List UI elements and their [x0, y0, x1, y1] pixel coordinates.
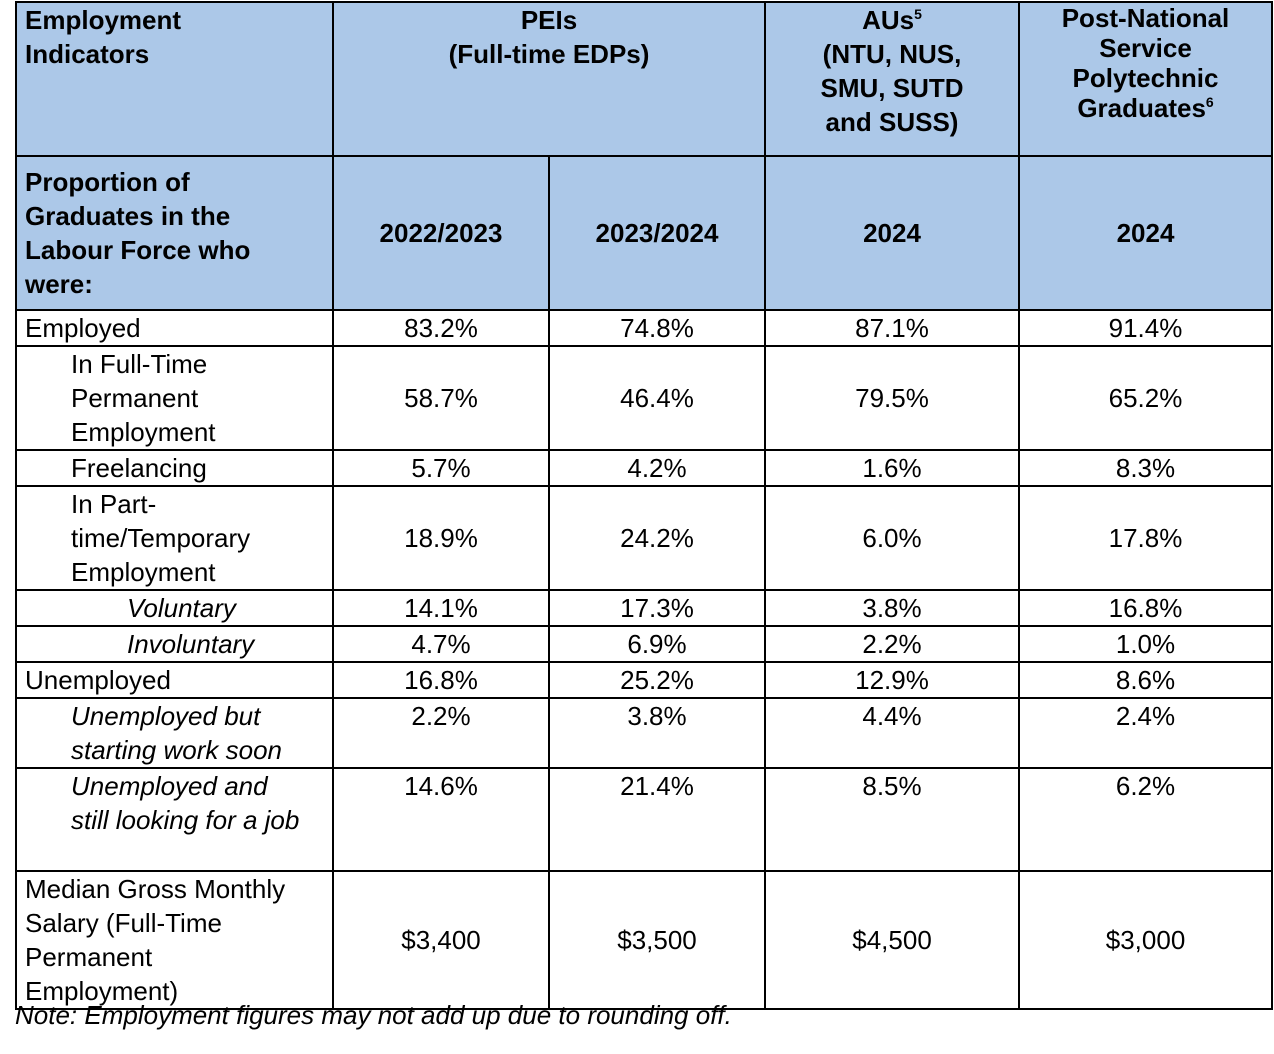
cell-value: 6.2%: [1018, 767, 1274, 872]
row-label: Involuntary: [15, 625, 334, 663]
header-row: Employment Indicators PEIs (Full-time ED…: [15, 1, 1274, 157]
cell-value: 46.4%: [547, 345, 767, 451]
row-label: Unemployed and still looking for a job: [15, 767, 334, 872]
header-aus-line1: AUs: [862, 5, 915, 35]
cell-value: $3,400: [332, 870, 550, 1010]
header-year-2: 2023/2024: [547, 155, 767, 311]
cell-value: 79.5%: [764, 345, 1021, 451]
cell-value: 1.6%: [764, 449, 1021, 487]
cell-value: 2.2%: [332, 697, 550, 769]
table-row: In Full-Time Permanent Employment 58.7% …: [15, 345, 1274, 451]
cell-value: 16.8%: [1018, 589, 1274, 627]
header-pns-line3: Polytechnic: [1072, 63, 1219, 93]
row-label-text: Median Gross Monthly Salary (Full-Time P…: [25, 874, 286, 1006]
cell-value: 91.4%: [1018, 309, 1274, 347]
table-row: Employed 83.2% 74.8% 87.1% 91.4%: [15, 309, 1274, 347]
header-aus: AUs5 (NTU, NUS, SMU, SUTD and SUSS): [764, 1, 1021, 157]
cell-value: 14.6%: [332, 767, 550, 872]
row-label: Voluntary: [15, 589, 334, 627]
cell-value: 6.9%: [547, 625, 767, 663]
table-row: Voluntary 14.1% 17.3% 3.8% 16.8%: [15, 589, 1274, 627]
employment-table: Employment Indicators PEIs (Full-time ED…: [15, 1, 1274, 1010]
table-row: Freelancing 5.7% 4.2% 1.6% 8.3%: [15, 449, 1274, 487]
table-row: Unemployed and still looking for a job 1…: [15, 767, 1274, 872]
header-indicators-text: Employment Indicators: [25, 5, 182, 69]
cell-value: 2.2%: [764, 625, 1021, 663]
cell-value: 21.4%: [547, 767, 767, 872]
cell-value: 8.3%: [1018, 449, 1274, 487]
header-year-4: 2024: [1018, 155, 1274, 311]
row-label: In Part-time/Temporary Employment: [15, 485, 334, 591]
header-indicators: Employment Indicators: [15, 1, 334, 157]
row-label: Unemployed: [15, 661, 334, 699]
cell-value: 5.7%: [332, 449, 550, 487]
header-pns-footnote: 6: [1205, 94, 1214, 110]
header-peis-line2: (Full-time EDPs): [448, 39, 650, 69]
cell-value: 14.1%: [332, 589, 550, 627]
cell-value: 83.2%: [332, 309, 550, 347]
row-label-text: Unemployed and still looking for a job: [71, 771, 300, 835]
cell-value: $3,000: [1018, 870, 1274, 1010]
table-row: Unemployed 16.8% 25.2% 12.9% 8.6%: [15, 661, 1274, 699]
cell-value: 1.0%: [1018, 625, 1274, 663]
cell-value: 24.2%: [547, 485, 767, 591]
header-pns-line4: Graduates: [1077, 93, 1206, 123]
cell-value: 4.7%: [332, 625, 550, 663]
header-peis: PEIs (Full-time EDPs): [331, 1, 767, 157]
cell-value: 18.9%: [332, 485, 550, 591]
header-peis-line1: PEIs: [520, 5, 578, 35]
cell-value: 3.8%: [547, 697, 767, 769]
table-row: In Part-time/Temporary Employment 18.9% …: [15, 485, 1274, 591]
cell-value: 65.2%: [1018, 345, 1274, 451]
table-row: Unemployed but starting work soon 2.2% 3…: [15, 697, 1274, 769]
row-label: In Full-Time Permanent Employment: [15, 345, 334, 451]
header-aus-footnote: 5: [914, 6, 922, 22]
cell-value: 4.2%: [547, 449, 767, 487]
header-aus-line4: and SUSS): [825, 107, 959, 137]
cell-value: 16.8%: [332, 661, 550, 699]
cell-value: 17.8%: [1018, 485, 1274, 591]
header-aus-line3: SMU, SUTD: [820, 73, 964, 103]
cell-value: 4.4%: [764, 697, 1021, 769]
row-label: Freelancing: [15, 449, 334, 487]
table-row: Involuntary 4.7% 6.9% 2.2% 1.0%: [15, 625, 1274, 663]
cell-value: 58.7%: [332, 345, 550, 451]
header-aus-line2: (NTU, NUS,: [822, 39, 962, 69]
cell-value: 8.6%: [1018, 661, 1274, 699]
cell-value: 6.0%: [764, 485, 1021, 591]
cell-value: $3,500: [547, 870, 767, 1010]
row-label: Unemployed but starting work soon: [15, 697, 334, 769]
table-row: Median Gross Monthly Salary (Full-Time P…: [15, 870, 1274, 1010]
subheader-row: Proportion of Graduates in the Labour Fo…: [15, 155, 1274, 311]
row-label-text: In Part-time/Temporary Employment: [71, 489, 251, 587]
cell-value: 17.3%: [547, 589, 767, 627]
cell-value: 74.8%: [547, 309, 767, 347]
header-pns-line2: Service: [1099, 33, 1192, 63]
row-label: Median Gross Monthly Salary (Full-Time P…: [15, 870, 334, 1010]
cell-value: 25.2%: [547, 661, 767, 699]
row-label: Employed: [15, 309, 334, 347]
cell-value: 3.8%: [764, 589, 1021, 627]
table-note: Note: Employment figures may not add up …: [15, 1000, 732, 1030]
cell-value: 2.4%: [1018, 697, 1274, 769]
header-year-1: 2022/2023: [332, 155, 550, 311]
header-year-3: 2024: [764, 155, 1021, 311]
header-pns-line1: Post-National: [1061, 3, 1230, 33]
cell-value: 8.5%: [764, 767, 1021, 872]
header-proportion: Proportion of Graduates in the Labour Fo…: [15, 155, 334, 311]
header-post-ns: Post-National Service Polytechnic Gradua…: [1018, 1, 1274, 157]
cell-value: 12.9%: [764, 661, 1021, 699]
row-label-text: In Full-Time Permanent Employment: [71, 349, 216, 447]
cell-value: 87.1%: [764, 309, 1021, 347]
cell-value: $4,500: [764, 870, 1021, 1010]
